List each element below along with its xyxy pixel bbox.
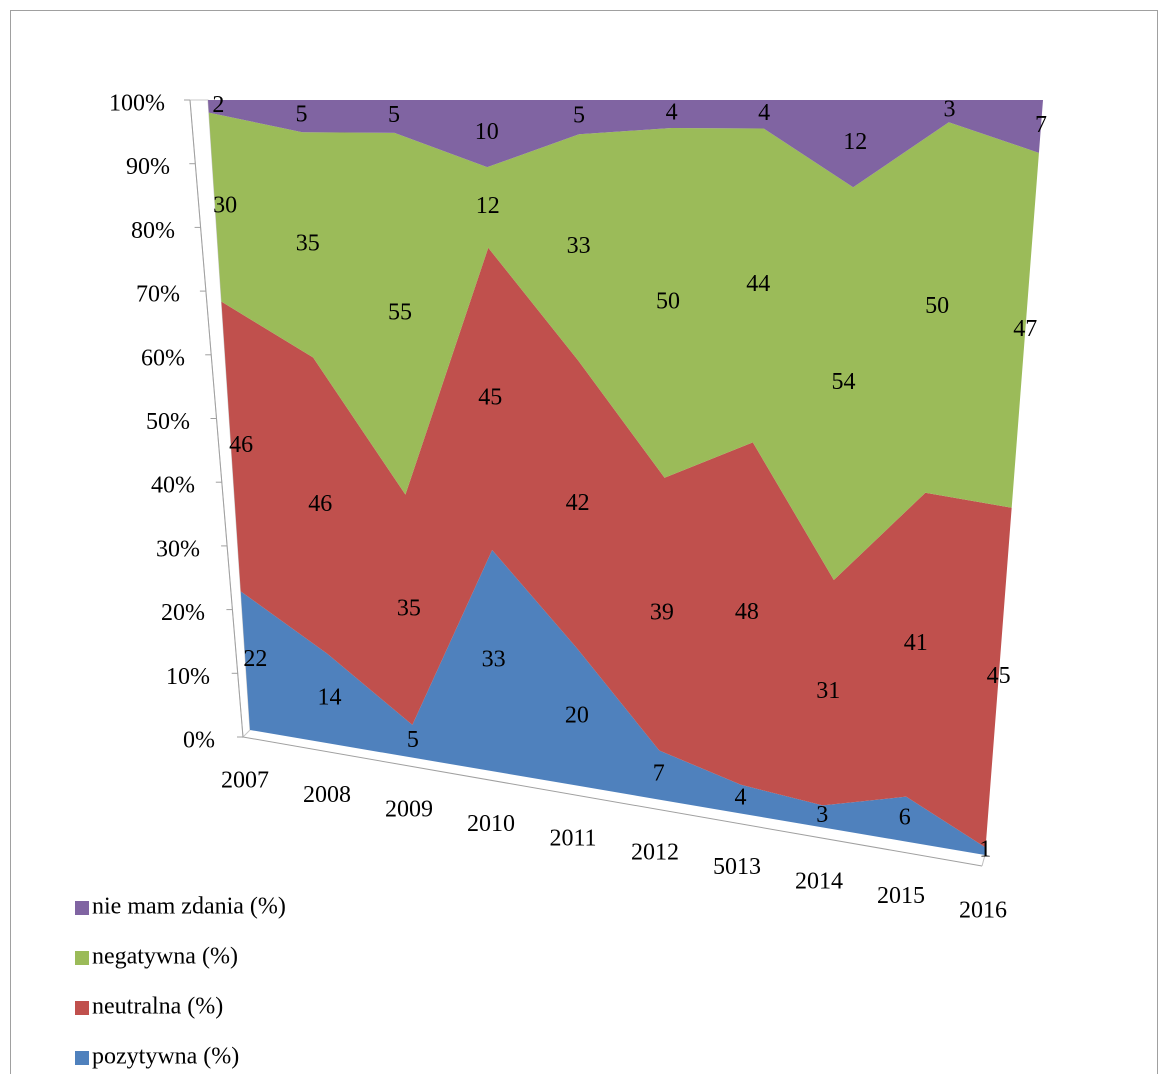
x-tick-label: 2009 (385, 796, 433, 822)
data-label: 45 (987, 663, 1011, 689)
x-tick-label: 2010 (467, 811, 515, 837)
x-tick-label: 2014 (795, 869, 843, 895)
y-tick-label: 20% (161, 600, 205, 626)
data-label: 48 (735, 599, 759, 625)
data-label: 33 (567, 233, 591, 259)
data-label: 39 (650, 600, 674, 626)
y-tick-label: 60% (141, 345, 185, 371)
data-label: 3 (816, 802, 828, 828)
legend-label: pozytywna (%) (92, 1044, 239, 1070)
data-label: 41 (904, 630, 928, 656)
x-tick-label: 2016 (959, 898, 1007, 924)
y-tick-label: 90% (126, 154, 170, 180)
data-label: 44 (746, 271, 770, 297)
legend-swatch (75, 1051, 89, 1065)
data-label: 42 (566, 490, 590, 516)
data-label: 33 (482, 646, 506, 672)
data-label: 14 (318, 684, 342, 710)
data-label: 4 (758, 100, 770, 126)
area (240, 550, 986, 855)
x-tick-label: 2012 (631, 840, 679, 866)
data-label: 7 (1035, 112, 1047, 138)
data-label: 31 (816, 678, 840, 704)
data-label: 30 (213, 193, 237, 219)
x-tick-label: 5013 (713, 854, 761, 880)
data-label: 1 (979, 837, 991, 863)
legend-swatch (75, 1001, 89, 1015)
data-label: 10 (475, 119, 499, 145)
data-label: 12 (476, 193, 500, 219)
data-label: 50 (925, 293, 949, 319)
data-label: 20 (565, 703, 589, 729)
data-label: 22 (243, 646, 267, 672)
data-label: 2 (212, 92, 224, 118)
floor-edge (981, 854, 986, 867)
data-label: 5 (573, 103, 585, 129)
y-tick-label: 0% (183, 728, 215, 754)
y-tick-label: 100% (109, 91, 165, 117)
data-label: 5 (407, 727, 419, 753)
data-label: 47 (1013, 316, 1037, 342)
x-tick-label: 2015 (877, 883, 925, 909)
y-tick-label: 10% (166, 664, 210, 690)
data-label: 35 (296, 230, 320, 256)
data-label: 4 (666, 99, 678, 125)
x-tick-label: 2007 (221, 768, 269, 794)
legend-swatch (75, 901, 89, 915)
data-label: 6 (899, 804, 911, 830)
data-label: 46 (229, 432, 253, 458)
x-axis (242, 736, 983, 867)
data-label: 45 (478, 384, 502, 410)
data-label: 12 (843, 129, 867, 155)
data-label: 3 (944, 97, 956, 123)
y-tick-label: 30% (156, 536, 200, 562)
data-label: 5 (388, 102, 400, 128)
data-label: 7 (653, 760, 665, 786)
x-tick-label: 2008 (303, 782, 351, 808)
area (208, 100, 1043, 188)
data-label: 35 (397, 595, 421, 621)
data-label: 50 (656, 288, 680, 314)
legend-swatch (75, 951, 89, 965)
x-tick-label: 2011 (549, 825, 596, 851)
y-tick-label: 50% (146, 409, 190, 435)
legend-label: nie mam zdania (%) (92, 894, 286, 920)
y-tick-label: 40% (151, 473, 195, 499)
data-label: 4 (734, 785, 746, 811)
data-label: 46 (308, 491, 332, 517)
area (221, 247, 1012, 848)
area (208, 112, 1039, 580)
y-tick-label: 80% (131, 218, 175, 244)
data-label: 55 (388, 299, 412, 325)
y-tick-label: 70% (136, 282, 180, 308)
data-label: 5 (296, 102, 308, 128)
legend-label: negatywna (%) (92, 944, 238, 970)
data-label: 54 (831, 369, 855, 395)
legend-label: neutralna (%) (92, 994, 223, 1020)
